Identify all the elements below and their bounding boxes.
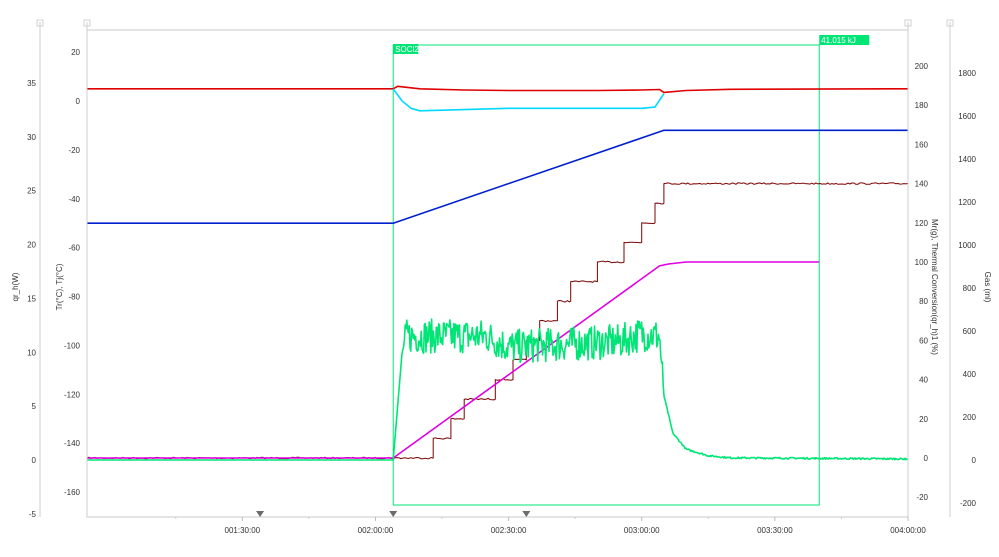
- x-tick-label: 001:30:00: [225, 526, 261, 535]
- integration-start-label: SOCl2: [395, 45, 419, 54]
- tick-label-qr: -5: [29, 510, 37, 519]
- tick-label-gas: 1000: [958, 241, 976, 250]
- series-line-4[interactable]: [87, 261, 820, 459]
- axis-handle-qr[interactable]: [36, 19, 44, 27]
- tick-label-gas: 1200: [958, 198, 976, 207]
- series-line-5[interactable]: [87, 318, 909, 461]
- tick-label-mass: 0: [924, 454, 929, 463]
- integration-result-label: 41.015 kJ: [821, 36, 856, 45]
- tick-label-temp: -100: [64, 341, 81, 350]
- tick-label-qr: 30: [27, 133, 36, 142]
- tick-label-qr: 10: [27, 348, 36, 357]
- tick-label-temp: 20: [71, 48, 80, 57]
- x-tick-label: 002:00:00: [358, 526, 394, 535]
- event-markers[interactable]: [256, 511, 531, 517]
- tick-label-temp: -160: [64, 488, 81, 497]
- tick-label-qr: 20: [27, 241, 36, 250]
- tick-label-gas: 0: [972, 456, 977, 465]
- series-group[interactable]: [86, 85, 909, 461]
- tick-label-mass: 200: [915, 62, 929, 71]
- tick-label-temp: -40: [68, 195, 80, 204]
- series-line-2[interactable]: [87, 129, 908, 224]
- integration-box[interactable]: [392, 44, 820, 506]
- tick-label-temp: -80: [68, 293, 80, 302]
- tick-label-mass: 40: [919, 376, 928, 385]
- event-marker[interactable]: [256, 511, 265, 517]
- x-tick-label: 004:00:00: [890, 526, 926, 535]
- tick-label-mass: 80: [919, 297, 928, 306]
- tick-label-gas: 600: [963, 327, 977, 336]
- x-tick-label: 003:00:00: [624, 526, 660, 535]
- tick-label-gas: 1800: [958, 69, 976, 78]
- series-line-1[interactable]: [392, 88, 665, 112]
- tick-label-mass: 160: [915, 140, 929, 149]
- axis-title-gas: Gas (ml): [983, 272, 992, 303]
- tick-label-mass: 20: [919, 415, 928, 424]
- integration-result-tag: [819, 35, 870, 45]
- tick-label-temp: -60: [68, 244, 80, 253]
- tick-label-gas: -200: [960, 499, 977, 508]
- integration-start-tag: [393, 44, 419, 54]
- tick-label-mass: 180: [915, 101, 929, 110]
- tick-label-qr: 15: [27, 294, 36, 303]
- tick-label-qr: 25: [27, 187, 36, 196]
- axis-handle-mass[interactable]: [904, 19, 912, 27]
- tick-label-mass: 100: [915, 258, 929, 267]
- axis-title-qr: qr_h(W): [11, 272, 20, 301]
- axis-handle-gas[interactable]: [946, 19, 954, 27]
- x-tick-label: 002:30:00: [491, 526, 527, 535]
- tick-label-gas: 800: [963, 284, 977, 293]
- tick-label-mass: 60: [919, 336, 928, 345]
- x-tick-label: 003:30:00: [757, 526, 793, 535]
- tick-label-gas: 200: [963, 413, 977, 422]
- tick-label-mass: 120: [915, 219, 929, 228]
- integration-region: SOCl2 41.015 kJ: [392, 35, 870, 506]
- axis-title-temp: Tr(°C), Tj(°C): [55, 263, 64, 310]
- tick-label-temp: -20: [68, 146, 80, 155]
- tick-label-qr: 0: [32, 456, 37, 465]
- axis-handle-temp[interactable]: [83, 19, 91, 27]
- tick-label-gas: 1600: [958, 112, 976, 121]
- tick-label-mass: 140: [915, 180, 929, 189]
- axes-group: 35302520151050-5qr_h(W)200-20-40-60-80-1…: [11, 19, 992, 535]
- tick-label-mass: -20: [916, 493, 928, 502]
- tick-label-temp: 0: [76, 97, 81, 106]
- axis-title-mass: Mr(g), Thermal Conversion(qr_h)1 (%): [930, 219, 939, 355]
- tick-label-gas: 1400: [958, 155, 976, 164]
- tick-label-qr: 5: [32, 402, 37, 411]
- event-marker[interactable]: [389, 511, 398, 517]
- tick-label-qr: 35: [27, 79, 36, 88]
- series-line-0[interactable]: [87, 85, 909, 94]
- tick-label-gas: 400: [963, 370, 977, 379]
- event-marker[interactable]: [522, 511, 531, 517]
- tick-label-temp: -120: [64, 390, 81, 399]
- tick-label-temp: -140: [64, 439, 81, 448]
